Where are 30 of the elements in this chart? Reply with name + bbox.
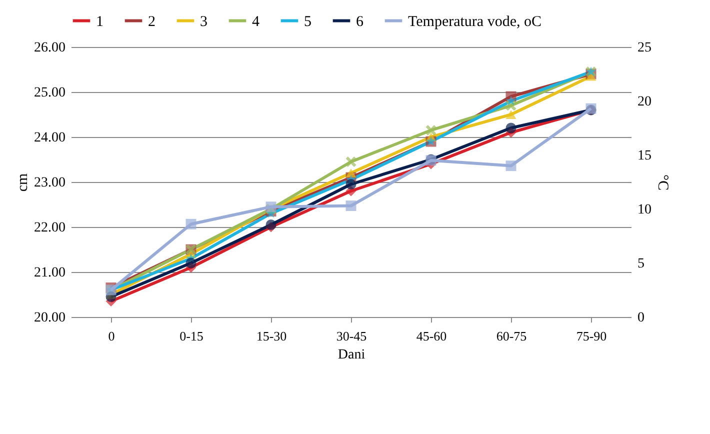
x-tick-label: 0	[108, 328, 115, 344]
legend-label: Temperatura vode, oC	[408, 14, 542, 30]
legend-label: 1	[96, 14, 104, 30]
y2-tick-label: 5	[638, 256, 644, 272]
legend-label: 6	[356, 14, 364, 30]
y-tick-label: 20.00	[34, 310, 66, 326]
y2-tick-label: 10	[638, 202, 652, 218]
x-axis-title: Dani	[338, 348, 366, 362]
legend-label: 4	[252, 14, 260, 30]
y2-tick-label: 20	[638, 94, 652, 110]
y-tick-label: 26.00	[34, 40, 66, 56]
x-tick-label: 45-60	[416, 328, 447, 344]
x-tick-label: 75-90	[576, 328, 607, 344]
y2-tick-label: 25	[638, 40, 652, 56]
x-tick-label: 30-45	[336, 328, 367, 344]
y-tick-label: 21.00	[34, 266, 66, 280]
y-tick-label: 25.00	[34, 86, 66, 100]
y-axis-title: cm	[15, 173, 31, 192]
x-tick-label: 15-30	[256, 328, 287, 344]
y2-axis-title: °C	[654, 174, 670, 191]
y2-tick-label: 15	[638, 148, 652, 164]
x-tick-label: 60-75	[496, 328, 527, 344]
y-tick-label: 22.00	[34, 220, 66, 236]
y2-tick-label: 0	[638, 310, 644, 326]
legend-label: 3	[200, 14, 208, 30]
y-tick-label: 24.00	[34, 130, 66, 146]
legend-label: 2	[148, 14, 156, 30]
legend-label: 5	[304, 14, 312, 30]
x-tick-label: 0-15	[180, 328, 204, 344]
y-tick-label: 23.00	[34, 176, 66, 190]
